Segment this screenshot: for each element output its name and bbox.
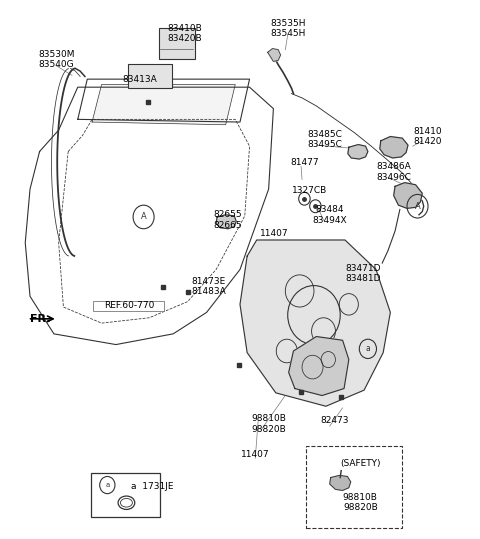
Text: FR.: FR. xyxy=(30,314,51,324)
Text: 83535H
83545H: 83535H 83545H xyxy=(270,18,305,38)
Polygon shape xyxy=(380,136,408,158)
Text: 83485C
83495C: 83485C 83495C xyxy=(308,130,342,149)
Text: 83484
83494X: 83484 83494X xyxy=(312,205,347,225)
Polygon shape xyxy=(240,240,390,406)
Text: 81410
81420: 81410 81420 xyxy=(413,127,442,146)
Bar xyxy=(93,301,164,312)
Text: 82473: 82473 xyxy=(320,416,349,425)
Text: A: A xyxy=(415,202,420,211)
Text: 98810B
98820B: 98810B 98820B xyxy=(343,493,378,513)
Text: 81473E
81483A: 81473E 81483A xyxy=(192,277,227,296)
Text: a: a xyxy=(105,482,109,488)
Text: 98810B
98820B: 98810B 98820B xyxy=(251,414,286,434)
Polygon shape xyxy=(348,144,368,159)
Bar xyxy=(159,27,195,59)
Text: 81477: 81477 xyxy=(290,158,319,167)
Text: 83471D
83481D: 83471D 83481D xyxy=(346,264,381,284)
Text: 83530M
83540G: 83530M 83540G xyxy=(38,50,74,69)
Text: 83413A: 83413A xyxy=(122,74,157,84)
Text: 11407: 11407 xyxy=(241,450,270,459)
Text: 11407: 11407 xyxy=(260,229,288,238)
Bar xyxy=(306,446,402,528)
Text: a: a xyxy=(366,344,370,354)
Polygon shape xyxy=(216,215,236,229)
Text: 82655
82665: 82655 82665 xyxy=(214,210,242,230)
Text: A: A xyxy=(141,212,146,222)
Polygon shape xyxy=(394,183,422,209)
Polygon shape xyxy=(288,336,349,396)
Polygon shape xyxy=(330,475,351,490)
Text: REF.60-770: REF.60-770 xyxy=(104,301,155,310)
Text: a  1731JE: a 1731JE xyxy=(131,482,174,491)
Text: (SAFETY): (SAFETY) xyxy=(340,459,381,468)
Polygon shape xyxy=(268,49,281,61)
Text: 83410B
83420B: 83410B 83420B xyxy=(168,24,203,43)
Bar xyxy=(91,473,160,517)
Bar xyxy=(128,64,172,88)
Text: 83486A
83496C: 83486A 83496C xyxy=(376,162,411,182)
Polygon shape xyxy=(92,85,235,125)
Text: 1327CB: 1327CB xyxy=(291,185,327,195)
